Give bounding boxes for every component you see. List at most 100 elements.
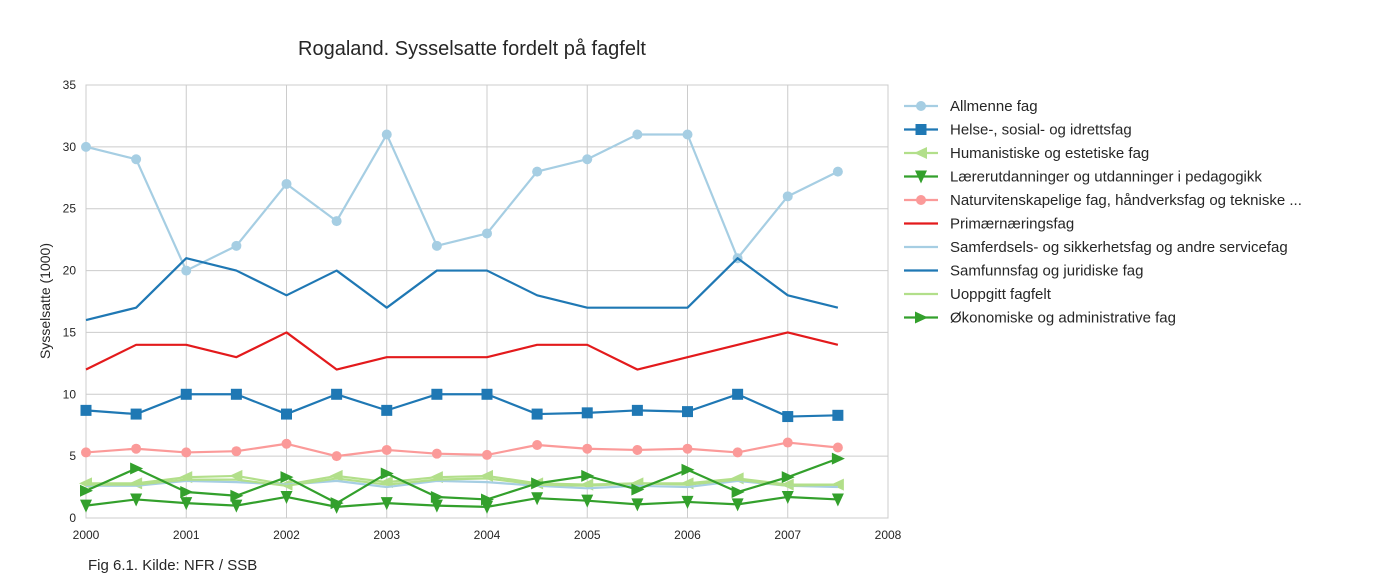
data-point <box>832 166 843 177</box>
data-point <box>781 471 795 484</box>
legend-marker <box>915 124 927 135</box>
data-point <box>780 478 794 491</box>
legend-label: Helse-, sosial- og idrettsfag <box>950 122 1132 139</box>
legend-marker <box>916 195 926 205</box>
x-tick-label: 2006 <box>674 528 701 542</box>
data-point <box>731 486 745 499</box>
data-point <box>180 388 192 400</box>
data-point <box>280 471 294 484</box>
y-tick-label: 35 <box>63 78 77 92</box>
legend-entry: Uoppgitt fagfelt <box>904 286 1052 303</box>
legend-entry: Allmenne fag <box>904 98 1038 115</box>
data-point <box>431 448 442 459</box>
data-point <box>281 408 292 420</box>
legend-entry: Primærnæringsfag <box>904 216 1074 233</box>
data-point <box>431 240 442 251</box>
data-point <box>782 437 793 448</box>
data-point <box>631 498 644 512</box>
legend-entry: Samfunnsfag og juridiske fag <box>904 263 1143 280</box>
series-5 <box>81 437 843 462</box>
series-7 <box>86 479 838 490</box>
data-point <box>381 444 392 455</box>
chart-title: Rogaland. Sysselsatte fordelt på fagfelt <box>298 38 646 60</box>
data-point <box>581 469 595 482</box>
series-line <box>86 477 838 487</box>
data-point <box>131 154 142 165</box>
x-tick-label: 2008 <box>875 528 902 542</box>
data-point <box>482 449 492 460</box>
data-point <box>782 411 794 423</box>
data-point <box>431 388 443 400</box>
legend-entry: Lærerutdanninger og utdanninger i pedago… <box>904 169 1262 186</box>
legend-entry: Naturvitenskapelige fag, håndverksfag og… <box>904 192 1302 209</box>
data-point <box>230 388 242 400</box>
legend-marker <box>915 170 927 184</box>
series-4 <box>80 490 844 514</box>
data-point <box>581 407 593 419</box>
data-point <box>81 447 91 458</box>
data-point <box>81 141 91 152</box>
series-line <box>85 393 838 418</box>
x-tick-label: 2001 <box>173 528 200 542</box>
legend-entry: Samferdsels- og sikkerhetsfag og andre s… <box>904 239 1288 256</box>
y-axis-label: Sysselsatte (1000) <box>37 243 53 359</box>
data-point <box>732 447 743 458</box>
data-point <box>782 191 793 202</box>
data-point <box>130 493 143 507</box>
legend-entry: Humanistiske og estetiske fag <box>904 145 1149 162</box>
legend: Allmenne fag Helse-, sosial- og idrettsfa… <box>904 98 1302 327</box>
data-point <box>231 240 242 251</box>
data-point <box>330 497 344 510</box>
data-point <box>280 490 293 504</box>
data-point <box>831 452 845 465</box>
data-point <box>681 495 694 509</box>
data-point <box>732 388 744 400</box>
data-point <box>582 154 593 165</box>
data-point <box>531 408 543 420</box>
plot-frame <box>85 84 889 519</box>
data-point <box>430 499 443 513</box>
series-line <box>86 479 838 490</box>
data-point <box>682 406 693 418</box>
legend-label: Humanistiske og estetiske fag <box>950 145 1149 162</box>
data-point <box>231 446 242 457</box>
series-8 <box>85 257 839 322</box>
legend-marker <box>916 101 926 111</box>
data-point <box>381 129 392 140</box>
y-tick-label: 30 <box>63 140 77 154</box>
figure-caption: Fig 6.1. Kilde: NFR / SSB <box>88 557 258 574</box>
data-point <box>281 438 292 449</box>
y-axis: 0 5 10 15 20 25 30 35 <box>63 78 77 525</box>
data-point <box>230 489 244 502</box>
data-point <box>781 490 794 504</box>
data-point <box>682 443 693 454</box>
data-point <box>482 228 492 239</box>
y-tick-label: 15 <box>63 325 77 339</box>
data-point <box>380 497 393 511</box>
x-tick-label: 2000 <box>73 528 100 542</box>
data-point <box>481 493 494 506</box>
series-9 <box>86 477 838 487</box>
series-6 <box>85 331 839 371</box>
x-tick-label: 2005 <box>574 528 601 542</box>
data-point <box>430 490 444 503</box>
data-point <box>481 388 493 400</box>
series-line <box>85 457 839 505</box>
x-tick-label: 2007 <box>774 528 801 542</box>
series-10 <box>80 452 845 510</box>
legend-marker <box>915 311 928 324</box>
data-point <box>80 499 92 513</box>
data-point <box>481 500 493 514</box>
data-point <box>380 467 394 480</box>
series-1 <box>81 129 843 276</box>
data-point <box>180 486 194 499</box>
y-tick-label: 5 <box>69 449 76 463</box>
y-tick-label: 20 <box>63 264 77 278</box>
data-point <box>632 444 643 455</box>
data-point <box>80 404 92 416</box>
data-point <box>681 463 695 476</box>
legend-entry: Økonomiske og administrative fag <box>904 310 1176 327</box>
data-point <box>181 447 192 458</box>
data-point <box>531 492 544 506</box>
